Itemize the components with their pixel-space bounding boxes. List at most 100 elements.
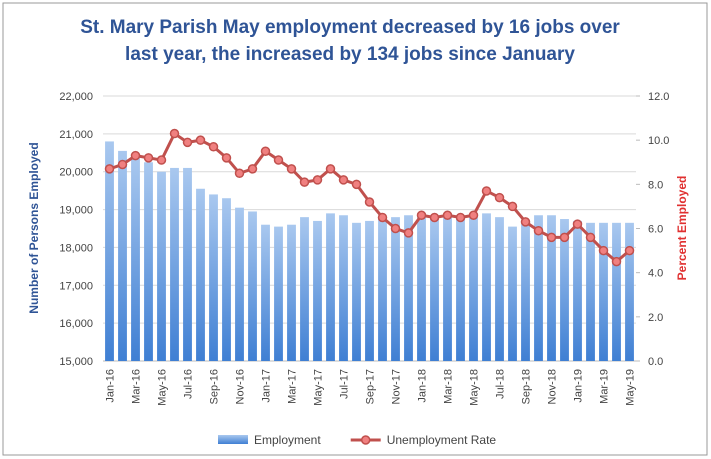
legend-label: Employment: [254, 433, 321, 447]
line-marker: [390, 223, 401, 234]
y-tick-label: 19,000: [59, 205, 93, 217]
bar: [508, 226, 517, 361]
bar: [274, 226, 283, 361]
bar: [118, 150, 127, 361]
x-tick-label: Jul-17: [339, 369, 351, 399]
line-marker: [416, 210, 427, 220]
bar: [469, 215, 478, 361]
line-marker: [312, 175, 323, 185]
bar: [352, 222, 361, 361]
line-marker: [546, 232, 557, 243]
bar: [209, 194, 218, 361]
bar: [573, 220, 582, 361]
bar: [196, 188, 205, 361]
bar: [170, 167, 179, 361]
line-marker: [325, 164, 336, 174]
bar: [222, 198, 231, 361]
bar: [482, 213, 491, 361]
bar: [287, 224, 296, 361]
bar: [326, 213, 335, 361]
x-tick-label: Jul-18: [495, 369, 507, 399]
bar: [521, 220, 530, 361]
legend-marker: [360, 435, 371, 445]
bar: [443, 215, 452, 361]
bar: [391, 217, 400, 361]
x-tick-label: Nov-16: [235, 369, 247, 404]
x-tick-label: May-16: [157, 369, 169, 406]
line-marker: [559, 232, 570, 243]
bar: [495, 217, 504, 361]
x-tick-label: Jan-16: [105, 369, 117, 403]
x-tick-label: May-17: [313, 369, 325, 406]
y-tick-label: 15,000: [59, 356, 93, 368]
line-marker: [507, 201, 518, 212]
bar: [300, 217, 309, 361]
bar: [235, 207, 244, 361]
x-tick-label: May-18: [469, 369, 481, 406]
y-tick-label: 17,000: [59, 280, 93, 292]
y2-tick-label: 8.0: [648, 179, 663, 191]
x-tick-label: Mar-17: [287, 369, 299, 404]
line-marker: [208, 142, 219, 152]
bar: [105, 141, 114, 361]
bar: [625, 222, 634, 361]
y-tick-label: 18,000: [59, 242, 93, 254]
line-marker: [156, 155, 167, 165]
bar: [430, 217, 439, 361]
legend-label: Unemployment Rate: [387, 433, 497, 447]
bar: [157, 171, 166, 361]
bar: [365, 220, 374, 361]
x-tick-label: May-19: [625, 369, 637, 406]
y2-axis-label: Percent Employed: [675, 176, 689, 281]
bar: [183, 167, 192, 361]
bar: [339, 215, 348, 361]
bar: [560, 219, 569, 361]
y2-tick-label: 4.0: [648, 268, 663, 280]
x-tick-label: Mar-18: [443, 369, 455, 404]
line-marker: [598, 245, 609, 256]
y-tick-label: 16,000: [59, 318, 93, 330]
line-marker: [234, 168, 245, 179]
line-marker: [117, 159, 128, 170]
line-marker: [273, 155, 284, 165]
line-marker: [351, 179, 362, 190]
x-tick-label: Nov-18: [547, 369, 559, 404]
x-tick-label: Jan-19: [573, 369, 585, 403]
x-tick-label: Nov-17: [391, 369, 403, 404]
bar: [534, 215, 543, 361]
line-marker: [624, 245, 635, 256]
line-marker: [494, 192, 505, 203]
line-marker: [611, 256, 622, 267]
x-tick-label: Sep-17: [365, 369, 377, 404]
y2-tick-label: 10.0: [648, 135, 669, 147]
y2-tick-label: 0.0: [648, 356, 663, 368]
bar: [313, 220, 322, 361]
line-marker: [247, 164, 258, 174]
bar: [456, 217, 465, 361]
line-marker: [520, 217, 531, 227]
line-marker: [195, 135, 206, 145]
line-marker: [468, 210, 479, 220]
bar: [586, 222, 595, 361]
x-tick-label: Jan-17: [261, 369, 273, 403]
x-tick-label: Mar-16: [131, 369, 143, 404]
line-marker: [585, 232, 596, 243]
line-marker: [442, 210, 453, 220]
line-marker: [481, 186, 492, 196]
y2-tick-label: 12.0: [648, 91, 669, 103]
y-tick-label: 20,000: [59, 167, 93, 179]
legend-swatch: [218, 435, 248, 444]
bar: [378, 219, 387, 361]
chart-title: St. Mary Parish May employment decreased…: [80, 17, 620, 65]
bar: [404, 215, 413, 361]
line-marker: [130, 150, 141, 161]
line-marker: [182, 137, 193, 148]
bar: [144, 162, 153, 361]
y2-tick-label: 2.0: [648, 312, 663, 324]
y2-tick-label: 6.0: [648, 224, 663, 236]
line-marker: [403, 228, 414, 238]
x-tick-label: Sep-18: [521, 369, 533, 404]
bar: [131, 156, 140, 361]
